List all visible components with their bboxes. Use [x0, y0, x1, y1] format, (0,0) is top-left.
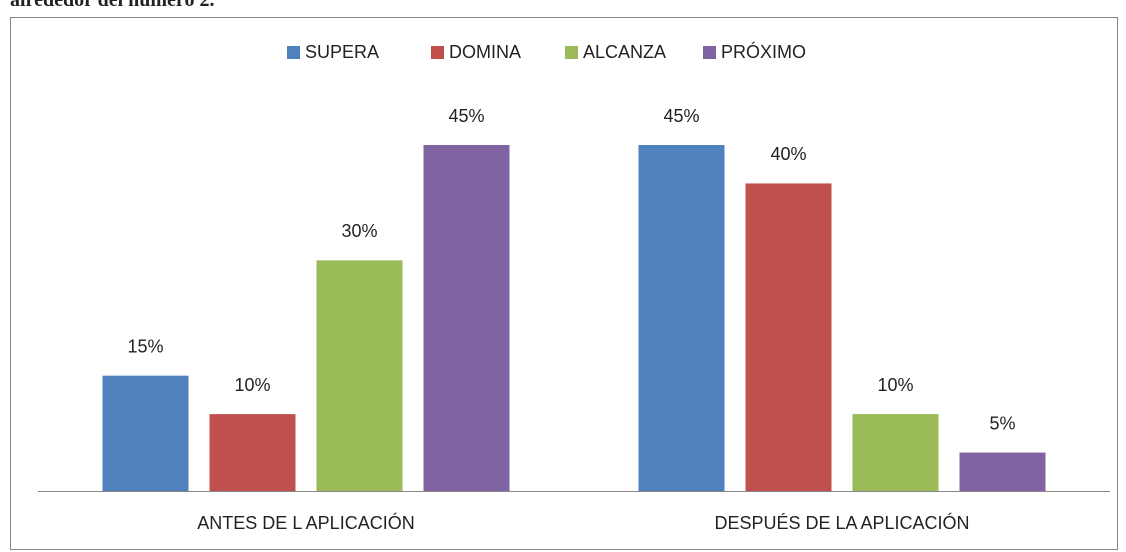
bar [745, 183, 832, 491]
legend-label: DOMINA [449, 42, 521, 62]
bar [423, 145, 510, 491]
bar [316, 260, 403, 491]
x-tick-label: ANTES DE L APLICACIÓN [197, 512, 414, 533]
data-label: 10% [234, 375, 270, 395]
bar [638, 145, 725, 491]
legend-label: PRÓXIMO [721, 41, 806, 62]
page-caption: alrededor del número 2. [10, 0, 214, 11]
legend-swatch [565, 46, 578, 59]
legend-swatch [431, 46, 444, 59]
legend-label: ALCANZA [583, 42, 666, 62]
bar [959, 452, 1046, 491]
legend-swatch [287, 46, 300, 59]
data-label: 10% [877, 375, 913, 395]
bar [102, 375, 189, 491]
bar [209, 414, 296, 491]
data-label: 45% [663, 106, 699, 126]
x-tick-label: DESPUÉS DE LA APLICACIÓN [714, 512, 969, 533]
data-label: 5% [989, 413, 1015, 433]
data-label: 30% [341, 221, 377, 241]
data-label: 45% [448, 106, 484, 126]
legend-label: SUPERA [305, 42, 379, 62]
data-label: 15% [127, 336, 163, 356]
data-label: 40% [770, 144, 806, 164]
bar [852, 414, 939, 491]
legend-swatch [703, 46, 716, 59]
